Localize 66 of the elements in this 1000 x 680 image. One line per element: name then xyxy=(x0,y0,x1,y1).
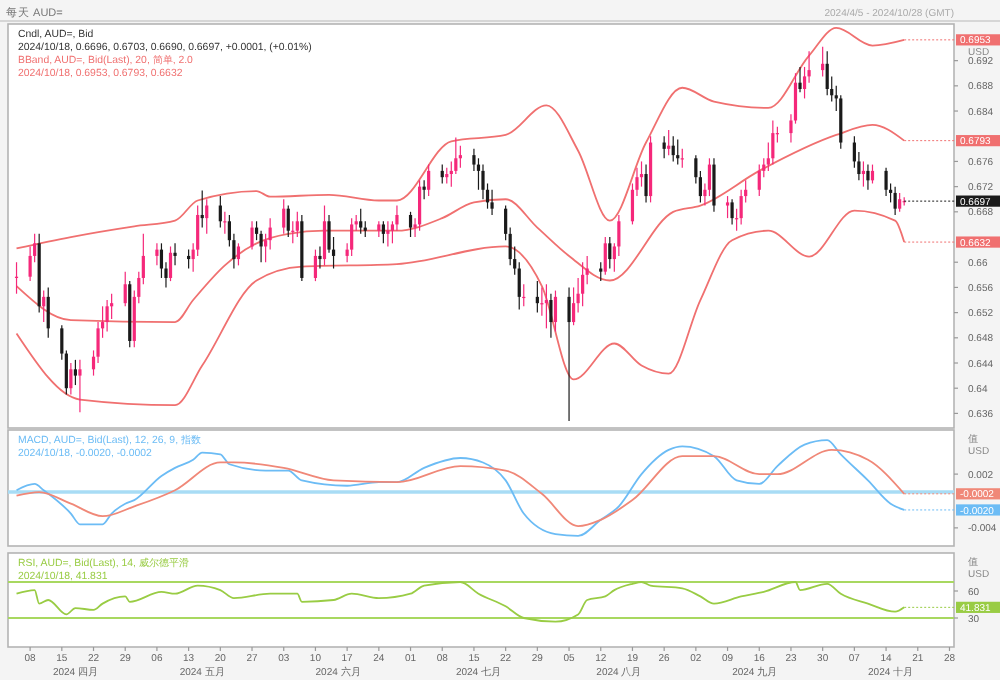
candlestick xyxy=(42,289,46,323)
candlestick xyxy=(490,189,494,216)
candlestick xyxy=(168,245,173,282)
candlestick xyxy=(757,163,761,197)
candlestick xyxy=(725,195,730,219)
candlestick xyxy=(639,160,644,188)
candlestick xyxy=(313,249,318,282)
candlestick xyxy=(205,198,209,235)
candlestick xyxy=(286,204,290,238)
candlestick xyxy=(667,129,671,156)
candlestick xyxy=(46,286,50,339)
candlestick xyxy=(69,362,73,396)
candlestick xyxy=(676,138,680,166)
candlestick xyxy=(73,359,77,386)
candlestick xyxy=(187,249,191,270)
candlestick xyxy=(567,286,571,422)
candlestick xyxy=(476,157,481,191)
candlestick xyxy=(78,359,82,413)
candlestick xyxy=(608,236,612,270)
candlestick xyxy=(386,220,390,248)
candlestick xyxy=(866,163,870,191)
candlestick xyxy=(218,195,222,229)
candlestick xyxy=(839,94,843,150)
candlestick xyxy=(123,271,127,307)
candlestick xyxy=(535,280,539,314)
candlestick xyxy=(771,119,775,166)
candlestick xyxy=(418,179,422,232)
candlestick xyxy=(350,217,354,257)
candlestick xyxy=(408,211,413,238)
candlestick xyxy=(821,46,825,77)
candlestick xyxy=(553,289,558,333)
candlestick xyxy=(884,167,888,197)
candlestick xyxy=(155,242,159,266)
candlestick xyxy=(236,242,241,266)
candlestick xyxy=(712,157,716,213)
candlestick xyxy=(671,135,675,163)
candlestick xyxy=(458,145,462,169)
candlestick xyxy=(730,198,734,226)
candlestick xyxy=(893,186,897,216)
candlestick xyxy=(422,179,426,200)
candlestick xyxy=(250,220,254,251)
candlestick xyxy=(870,163,875,185)
candlestick xyxy=(798,66,802,93)
candlestick xyxy=(159,242,164,279)
candlestick xyxy=(381,220,385,244)
candlestick xyxy=(549,293,553,339)
candlestick xyxy=(544,283,548,329)
candlestick xyxy=(644,163,648,203)
candlestick xyxy=(603,236,607,276)
candlestick xyxy=(318,245,322,270)
candlestick xyxy=(662,135,666,159)
candlestick xyxy=(295,211,299,238)
candlestick xyxy=(440,163,444,185)
candlestick xyxy=(599,261,603,282)
candlestick xyxy=(825,50,829,96)
candlestick xyxy=(898,192,902,213)
candlestick xyxy=(173,242,177,266)
candlestick xyxy=(427,163,431,197)
candlestick xyxy=(322,204,327,266)
candlestick xyxy=(200,189,204,229)
candlestick xyxy=(282,198,286,235)
candlestick xyxy=(581,261,585,307)
candlestick xyxy=(571,286,576,326)
candlestick xyxy=(861,160,866,188)
candlestick xyxy=(105,299,109,333)
candlestick xyxy=(359,208,363,235)
